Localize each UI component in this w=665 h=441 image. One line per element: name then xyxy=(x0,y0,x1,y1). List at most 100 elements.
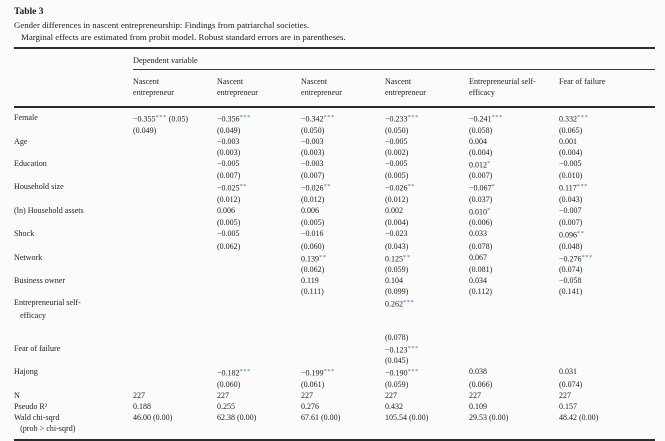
table-row: (ln) Household assets 0.006 0.006 0.002 0.01… xyxy=(14,205,655,218)
data-cell: (0.043) xyxy=(385,241,409,251)
data-cell: −0.342*** xyxy=(301,114,335,124)
data-cell xyxy=(301,423,385,439)
data-cell xyxy=(217,423,301,439)
data-cell: (0.049) xyxy=(133,125,157,135)
data-cell xyxy=(559,332,655,343)
data-cell: (0.004) xyxy=(385,218,409,227)
dependent-variable-header: Dependent variable xyxy=(133,49,655,70)
data-cell: −0.233*** xyxy=(385,114,419,124)
data-cell xyxy=(217,286,301,297)
data-cell xyxy=(133,332,217,343)
data-cell: 62.38 (0.00) xyxy=(217,412,257,422)
data-cell: 0.038 xyxy=(469,367,487,376)
row-label: Age xyxy=(14,136,28,146)
data-cell: 0.104 xyxy=(385,276,403,285)
row-label xyxy=(14,332,133,343)
data-cell: (0.060) xyxy=(301,241,325,251)
row-label: (ln) Household assets xyxy=(14,205,84,215)
data-cell xyxy=(217,310,301,321)
data-cell xyxy=(133,147,217,158)
stats-table-wrapper: Dependent variable Nascent entrepreneur Na… xyxy=(14,47,655,441)
data-cell: 0.034 xyxy=(469,276,487,285)
data-cell xyxy=(469,310,559,321)
data-cell: (0.007) xyxy=(469,171,493,180)
data-cell: (0.007) xyxy=(301,171,325,180)
table-row: (0.062) (0.059) (0.081) (0.074) xyxy=(14,264,655,275)
data-cell xyxy=(217,252,301,265)
column-header-row: Nascent entrepreneur Nascent entrepreneur Na… xyxy=(14,69,655,108)
data-cell xyxy=(469,423,559,439)
data-cell: (0.141) xyxy=(559,287,583,296)
data-cell: −0.356*** xyxy=(217,114,251,124)
data-cell: −0.023 xyxy=(385,229,408,238)
data-cell xyxy=(469,332,559,343)
data-cell: −0.005 xyxy=(385,136,408,146)
data-cell: (0.050) xyxy=(301,125,325,135)
data-cell xyxy=(133,379,217,390)
data-cell: 0.109 xyxy=(469,401,487,411)
data-cell xyxy=(469,321,559,332)
row-label: N xyxy=(14,390,20,400)
table-row: Entrepreneurial self- 0.262*** xyxy=(14,297,655,310)
column-header: Nascent entrepreneur xyxy=(133,69,217,108)
dependent-variable-row: Dependent variable xyxy=(14,49,655,70)
data-cell xyxy=(133,310,217,321)
data-cell: 0.188 xyxy=(133,401,151,411)
table-row: Business owner 0.119 0.104 0.034 −0.058 xyxy=(14,275,655,286)
data-cell: 227 xyxy=(217,390,229,400)
data-cell: (0.066) xyxy=(469,379,493,389)
data-cell: −0.182*** xyxy=(217,368,251,378)
data-cell: (0.099) xyxy=(385,287,409,296)
table-row: efficacy xyxy=(14,310,655,321)
row-label xyxy=(14,217,133,228)
row-label xyxy=(14,321,133,332)
data-cell xyxy=(301,343,385,356)
row-label: Fear of failure xyxy=(14,343,61,353)
data-cell: (0.003) xyxy=(301,147,325,157)
data-cell: 0.432 xyxy=(385,401,403,411)
table-caption: Gender differences in nascent entreprene… xyxy=(14,20,310,30)
table-row: Hajong −0.182*** −0.199*** −0.190*** 0.038 0.… xyxy=(14,366,655,379)
table-row: N 227 227 227 227 227 227 xyxy=(14,390,655,401)
data-cell: 105.54 (0.00) xyxy=(385,412,429,422)
data-cell xyxy=(301,355,385,366)
row-label: efficacy xyxy=(14,310,46,320)
data-cell: −0.016 xyxy=(301,229,324,238)
row-label xyxy=(14,147,133,158)
data-cell: 0.033 xyxy=(469,229,487,238)
data-cell: −0.199*** xyxy=(301,368,335,378)
table-row: (0.111) (0.099) (0.112) (0.141) xyxy=(14,286,655,297)
data-cell: (0.081) xyxy=(469,265,493,274)
data-cell: 0.119 xyxy=(301,276,319,285)
data-cell: 48.42 (0.00) xyxy=(559,412,599,422)
header-spacer xyxy=(14,49,133,70)
data-cell: −0.005 xyxy=(559,158,582,168)
data-cell: −0.003 xyxy=(217,136,240,146)
data-cell: (0.049) xyxy=(217,125,241,135)
table-row: Wald chi-sqrd 46.00 (0.00) 62.38 (0.00) 67.… xyxy=(14,412,655,423)
data-cell xyxy=(469,355,559,366)
row-label xyxy=(14,264,133,275)
data-cell: (0.007) xyxy=(559,218,583,227)
row-label xyxy=(14,241,133,252)
data-cell: (0.010) xyxy=(559,171,583,180)
data-cell: (0.007) xyxy=(217,171,241,180)
data-cell: 0.067 xyxy=(469,252,487,262)
data-cell xyxy=(559,423,655,439)
data-cell: 46.00 (0.00) xyxy=(133,412,173,422)
data-cell: −0.026** xyxy=(301,183,332,193)
data-cell xyxy=(559,310,655,321)
table-row: Fear of failure −0.123*** xyxy=(14,343,655,356)
data-cell: 0.276 xyxy=(301,401,319,411)
data-cell: (0.004) xyxy=(469,147,493,157)
data-cell: (0.065) xyxy=(559,125,583,135)
data-cell xyxy=(217,332,301,343)
stats-table: Dependent variable Nascent entrepreneur Na… xyxy=(14,49,655,439)
table-row: (0.007) (0.007) (0.005) (0.007) (0.010) xyxy=(14,170,655,181)
column-header: Nascent entrepreneur xyxy=(301,69,385,108)
data-cell: 0.031 xyxy=(559,367,577,376)
data-cell: 0.117*** xyxy=(559,183,588,193)
data-cell: −0.058 xyxy=(559,276,582,285)
data-cell: −0.005 xyxy=(217,229,240,238)
